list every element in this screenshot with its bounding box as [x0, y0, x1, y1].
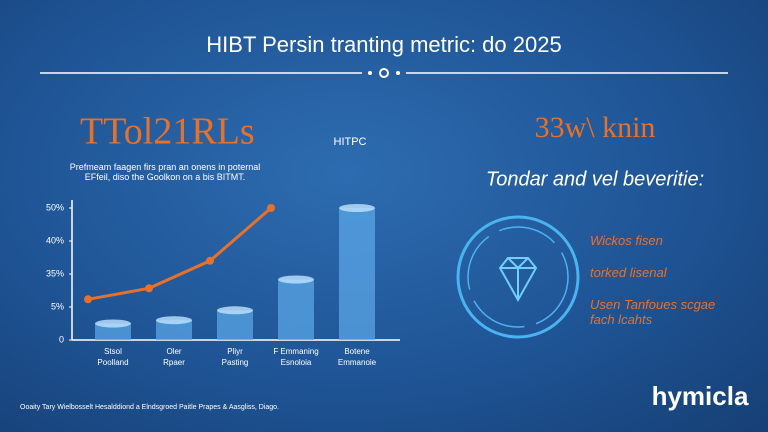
title: HIBT Persin tranting metric: do 2025: [206, 32, 561, 57]
y-tick-label: 35%: [46, 268, 64, 278]
bar: [339, 208, 375, 340]
divider-ornament: [396, 71, 400, 75]
footnote: Ooaity Tary Wielbosselt Hesalddiond a El…: [20, 404, 280, 411]
right-headline: 33w\ knin: [535, 111, 656, 144]
line: [87, 206, 272, 301]
bar: [278, 279, 314, 340]
right-subtitle: Tondar and vel beveritie:: [486, 168, 704, 190]
icon-ring: [456, 215, 580, 339]
y-tick-label: 5%: [51, 301, 64, 311]
bar-cap: [217, 306, 253, 315]
list-item: Usen Tanfoues scgae fach lcahts: [590, 297, 716, 327]
x-tick-label: F Emmaning Esnoloia: [273, 347, 319, 367]
bar: [217, 310, 253, 340]
list-item: torked lisenal: [590, 265, 667, 280]
divider-ornament: [368, 71, 372, 75]
y-tick-label: 0: [59, 334, 64, 344]
list-item: Wickos fisen: [590, 233, 663, 248]
bar-cap: [278, 275, 314, 284]
legend-label: HITPC: [334, 136, 367, 148]
x-tick-label: Botene Emmanoie: [337, 347, 377, 367]
x-tick-label: Pliyr Pasting: [221, 347, 249, 367]
x-tick-label: Oler Rpaer: [163, 347, 185, 367]
bar-cap: [156, 316, 192, 325]
bar-cap: [95, 319, 131, 328]
bar-cap: [339, 204, 375, 212]
icon-ring: [467, 226, 569, 328]
y-tick-label: 40%: [46, 235, 64, 245]
x-tick-label: Stsol Poolland: [97, 347, 129, 367]
bar: [95, 323, 131, 340]
y-tick-label: 50%: [46, 202, 64, 212]
divider-ornament: [379, 68, 389, 78]
description: Prefmeam faagen firs pran an onens in po…: [69, 162, 261, 182]
headline: TTol21RLs: [80, 111, 255, 153]
bar: [156, 320, 192, 340]
diamond-icon: [498, 257, 538, 303]
brand: hymicla: [652, 381, 749, 411]
